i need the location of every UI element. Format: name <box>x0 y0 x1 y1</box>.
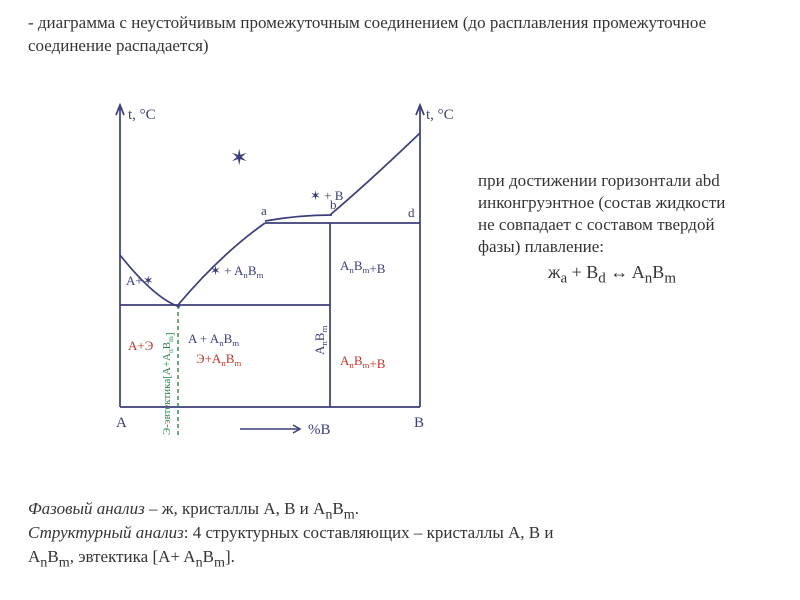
footer-sa1: Структурный анализ: 4 структурных состав… <box>28 522 768 545</box>
right-equation: жa + Bd ↔ AnBm <box>548 260 676 289</box>
svg-text:d: d <box>408 205 415 220</box>
svg-text:AnBm+B: AnBm+B <box>340 258 386 276</box>
svg-text:t, °C: t, °C <box>128 107 156 123</box>
svg-text:✶ + AnBm: ✶ + AnBm <box>210 263 264 280</box>
svg-text:A+✶: A+✶ <box>126 273 154 288</box>
footer-fa: Фазовый анализ – ж, кристаллы A, B и AnB… <box>28 498 768 525</box>
svg-text:AnBm: AnBm <box>312 326 329 355</box>
svg-text:✶ + B: ✶ + B <box>310 188 344 203</box>
fa-label: Фазовый анализ <box>28 499 145 518</box>
right-line-3: не совпадает с составом твердой <box>478 214 715 237</box>
svg-text:%B: %B <box>308 422 331 438</box>
sa-label: Структурный анализ <box>28 523 184 542</box>
svg-text:B: B <box>414 415 424 431</box>
svg-text:t, °C: t, °C <box>426 107 454 123</box>
svg-text:A+Э: A+Э <box>128 338 154 353</box>
svg-text:AnBm+B: AnBm+B <box>340 353 386 371</box>
header-line: - диаграмма с неустойчивым промежуточным… <box>28 12 768 58</box>
svg-text:Э+AnBm: Э+AnBm <box>196 351 241 368</box>
right-line-4: фазы) плавление: <box>478 236 604 259</box>
svg-text:✶: ✶ <box>230 145 248 170</box>
footer-sa2: AnBm, эвтектика [A+ AnBm]. <box>28 546 768 573</box>
svg-text:A + AnBm: A + AnBm <box>188 331 239 348</box>
svg-text:Э-эвтектика[A+AnBm]: Э-эвтектика[A+AnBm] <box>161 332 176 435</box>
right-line-1: при достижении горизонтали abd <box>478 170 720 193</box>
phase-diagram: t, °Ct, °Cabd✶✶ + BA+✶✶ + AnBmAnBm+BA+ЭA… <box>70 95 460 455</box>
svg-text:a: a <box>261 203 267 218</box>
svg-text:A: A <box>116 415 127 431</box>
right-line-2: инконгруэнтное (состав жидкости <box>478 192 725 215</box>
